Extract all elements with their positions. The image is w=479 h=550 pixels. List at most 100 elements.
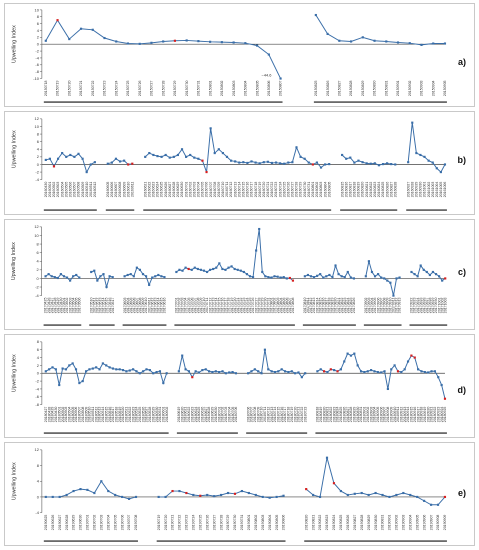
x-tick-label: 20190803	[261, 515, 265, 531]
x-tick-label: 20180821	[326, 407, 330, 423]
y-tick-label: 4	[37, 355, 40, 360]
y-tick-label: -4	[35, 510, 39, 515]
data-point	[326, 370, 329, 374]
x-tick-label: 20170725	[248, 298, 252, 314]
y-tick-label: -8	[35, 69, 38, 74]
x-tick-label: 20180530	[155, 407, 159, 423]
data-point	[209, 40, 212, 43]
data-point	[44, 158, 47, 161]
data-point	[430, 370, 433, 373]
x-tick-label: 20160709	[217, 182, 221, 198]
x-tick-label: 20170905	[373, 298, 377, 314]
data-point	[75, 273, 78, 277]
data-point	[180, 148, 184, 151]
x-tick-label: 20170714	[214, 298, 218, 314]
data-point	[56, 157, 60, 160]
x-tick-label: 20170806	[285, 298, 289, 314]
x-tick-label: 20170904	[370, 298, 374, 314]
x-tick-label: 20170611	[147, 298, 151, 313]
x-tick-label: 20180915	[410, 407, 414, 423]
y-tick-label: 8	[37, 131, 39, 136]
x-tick-label: 20180830	[356, 407, 360, 423]
x-tick-label: 20180521	[125, 407, 129, 423]
x-tick-label: 20180509	[84, 407, 88, 423]
x-tick-label: 20170902	[364, 298, 368, 314]
x-tick-label: 20180908	[386, 407, 390, 423]
data-point	[221, 370, 224, 373]
data-point	[72, 275, 75, 278]
x-tick-label: 20170708	[196, 298, 200, 314]
data-point	[48, 157, 51, 160]
x-tick-label: 20170426	[47, 298, 51, 314]
y-tick-label: 10	[35, 7, 40, 12]
x-tick-label: 20180723	[303, 407, 307, 423]
x-tick-label: 20150902	[408, 80, 412, 96]
x-tick-label: 20180824	[336, 407, 340, 423]
data-point	[325, 275, 328, 278]
data-point	[250, 370, 253, 373]
data-point	[338, 39, 341, 42]
data-point	[361, 36, 364, 39]
y-tick-label: 4	[37, 479, 40, 484]
x-tick-label: 20160718	[254, 182, 258, 198]
y-tick-label: 6	[37, 139, 39, 144]
data-point	[47, 273, 50, 276]
data-point	[353, 352, 356, 355]
x-tick-label: 20190829	[367, 515, 371, 531]
x-tick-label: 20170724	[245, 298, 249, 314]
x-tick-label: 20190630	[79, 515, 83, 531]
x-tick-label: 20190828	[360, 515, 364, 531]
y-tick-label: 2	[36, 267, 38, 272]
x-tick-label: 20150905	[443, 80, 447, 96]
x-tick-label: 20180506	[74, 407, 78, 423]
data-point	[105, 285, 108, 289]
y-tick-label: 0	[37, 371, 40, 376]
data-point	[363, 370, 366, 374]
x-tick-label: 20180707	[250, 407, 254, 423]
x-tick-label: 20160508	[77, 182, 81, 198]
data-point	[48, 368, 51, 371]
x-tick-label: 20160621	[143, 182, 147, 198]
data-point	[93, 269, 96, 272]
x-tick-label: 20180520	[121, 407, 125, 423]
highlighted-point	[410, 354, 413, 357]
data-point	[285, 277, 288, 280]
x-tick-label: 20180716	[280, 407, 284, 423]
x-tick-label: 20170812	[309, 298, 313, 314]
data-point	[51, 366, 54, 369]
data-point	[273, 275, 276, 278]
x-tick-label: 20180528	[148, 407, 152, 423]
x-tick-label: 20170903	[367, 298, 371, 314]
data-point	[333, 369, 336, 372]
x-tick-label: 20160721	[266, 182, 270, 198]
data-point	[428, 273, 431, 277]
highlighted-point	[396, 370, 400, 373]
data-point	[343, 360, 346, 363]
x-tick-label: 20180626	[201, 407, 205, 423]
data-point	[370, 270, 374, 274]
panel-label-c: c)	[457, 267, 466, 277]
x-tick-label: 20170927	[425, 298, 429, 314]
data-point	[86, 488, 89, 491]
x-tick-label: 20180703	[224, 407, 228, 423]
x-tick-label: 20150901	[396, 80, 400, 96]
x-tick-label: 20170616	[163, 298, 167, 314]
highlighted-point	[56, 19, 59, 22]
data-point	[367, 493, 370, 497]
data-point	[294, 372, 297, 375]
x-tick-label: 20180705	[231, 407, 235, 423]
x-tick-label: 20150904	[431, 80, 435, 96]
x-tick-label: 20171003	[443, 298, 447, 314]
x-tick-label: 20170929	[431, 298, 435, 314]
data-point	[309, 275, 313, 278]
data-point	[247, 491, 250, 495]
x-tick-label: 20160713	[233, 182, 237, 198]
data-point	[88, 368, 91, 371]
x-tick-label: 20160714	[237, 182, 241, 198]
data-point	[262, 161, 265, 164]
data-point	[395, 277, 398, 280]
highlighted-point	[329, 368, 332, 371]
x-tick-label: 20170910	[389, 298, 393, 314]
x-tick-label: 20180924	[440, 407, 444, 423]
